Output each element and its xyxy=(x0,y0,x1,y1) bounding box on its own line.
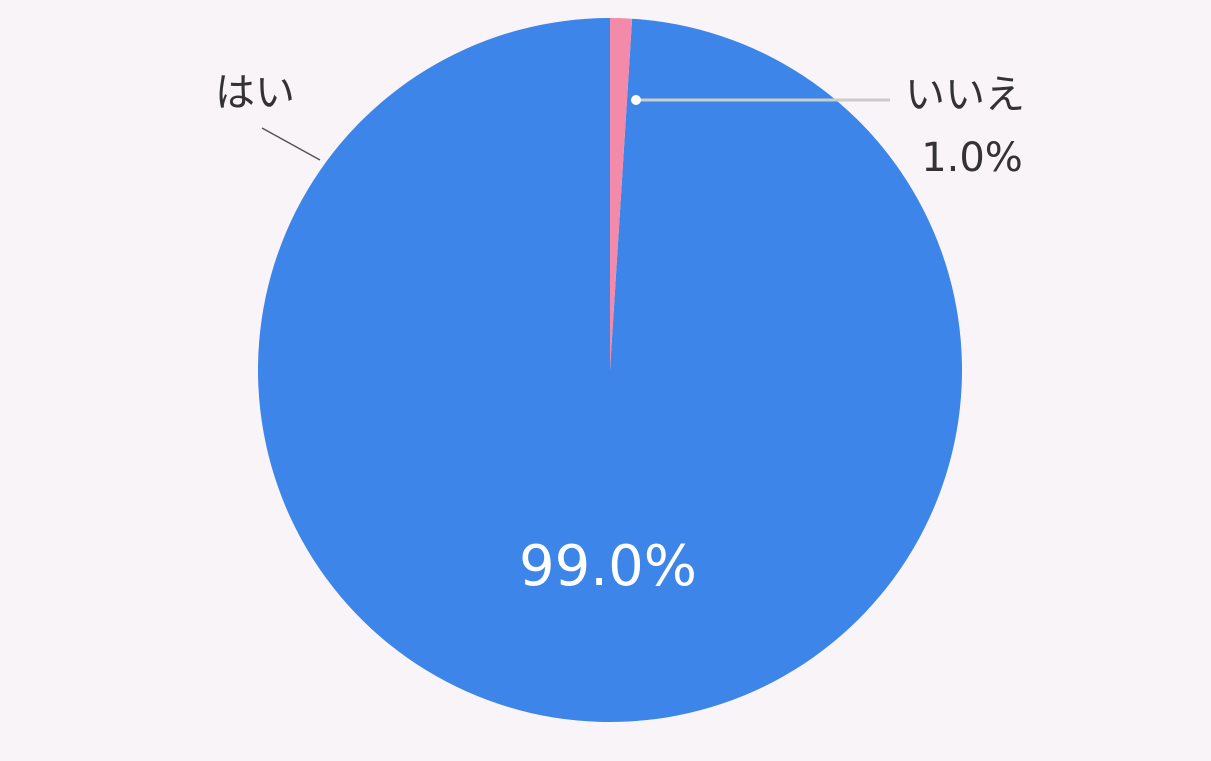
leader-line xyxy=(261,127,321,161)
leader-dot xyxy=(631,95,641,105)
pie-slice xyxy=(610,18,633,370)
category-label: はい xyxy=(215,70,295,116)
pie-slice xyxy=(258,18,963,723)
value-label: 1.0% xyxy=(921,135,1023,181)
category-label: いいえ xyxy=(905,72,1025,118)
value-label: 99.0% xyxy=(519,534,697,599)
